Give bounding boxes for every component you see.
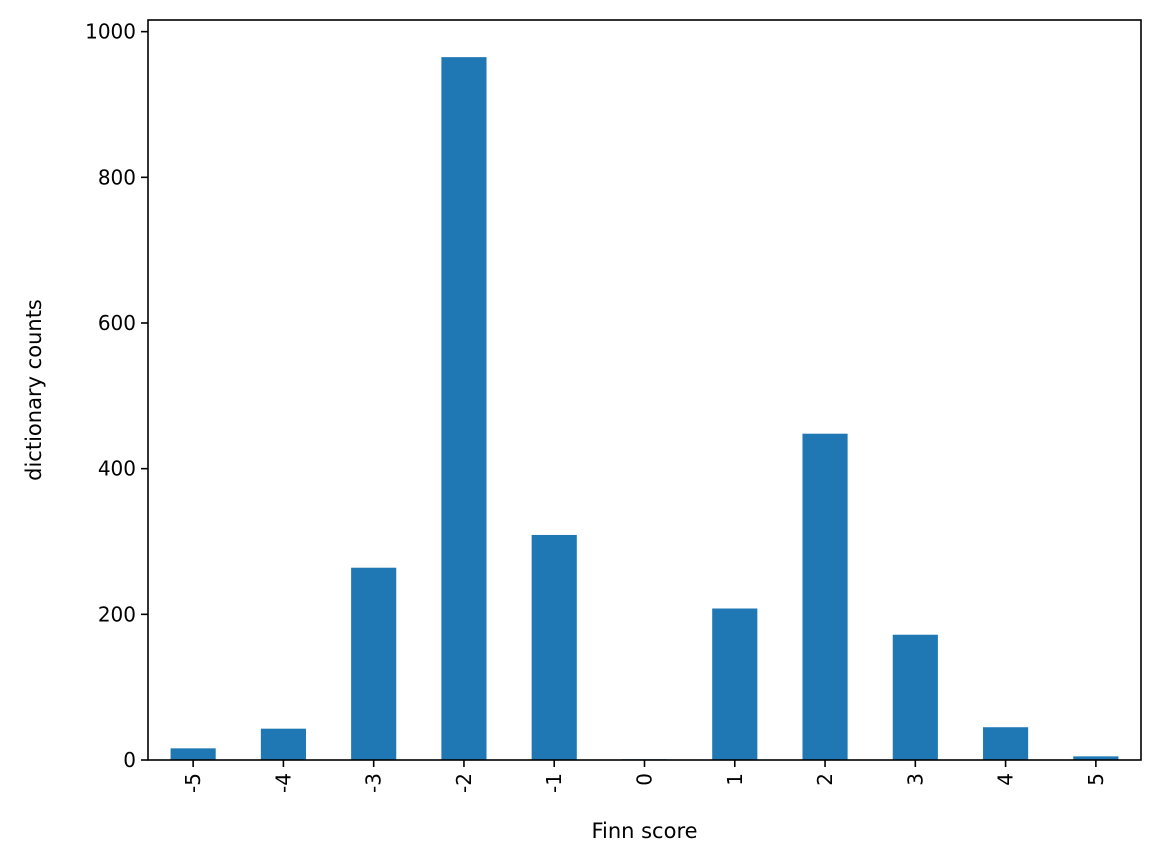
x-axis-ticks: -5 -4 -3 -2 -1 0 1 2 3 4 5 [181, 760, 1108, 793]
x-tick-label: 2 [813, 773, 837, 786]
x-tick-label: 0 [633, 773, 657, 786]
bar--2 [441, 57, 487, 760]
y-tick-label: 400 [98, 457, 136, 481]
x-tick-label: 3 [903, 773, 927, 786]
y-axis-ticks: 0 200 400 600 800 1000 [85, 20, 148, 772]
y-tick-label: 0 [123, 748, 136, 772]
bar-4 [983, 727, 1029, 760]
y-tick-label: 800 [98, 165, 136, 189]
bar-3 [892, 634, 938, 760]
x-tick-label: 4 [994, 773, 1018, 786]
plot-frame [147, 19, 1142, 761]
x-tick-label: -5 [181, 773, 205, 793]
bar-2 [802, 433, 848, 760]
bar--4 [260, 728, 306, 760]
bar--5 [170, 748, 216, 760]
bar-1 [712, 608, 758, 760]
x-tick-label: 5 [1084, 773, 1108, 786]
x-tick-label: -2 [452, 773, 476, 793]
y-tick-label: 200 [98, 602, 136, 626]
bar--1 [531, 534, 577, 760]
x-axis-label: Finn score [591, 819, 697, 843]
y-axis-label: dictionary counts [22, 299, 46, 481]
bars-group [170, 57, 1119, 760]
y-tick-label: 1000 [85, 20, 136, 44]
x-tick-label: 1 [723, 773, 747, 786]
x-tick-label: -4 [271, 773, 295, 793]
bar--3 [351, 567, 397, 760]
y-tick-label: 600 [98, 311, 136, 335]
bar-5 [1073, 756, 1119, 760]
x-tick-label: -1 [542, 773, 566, 793]
x-tick-label: -3 [362, 773, 386, 793]
